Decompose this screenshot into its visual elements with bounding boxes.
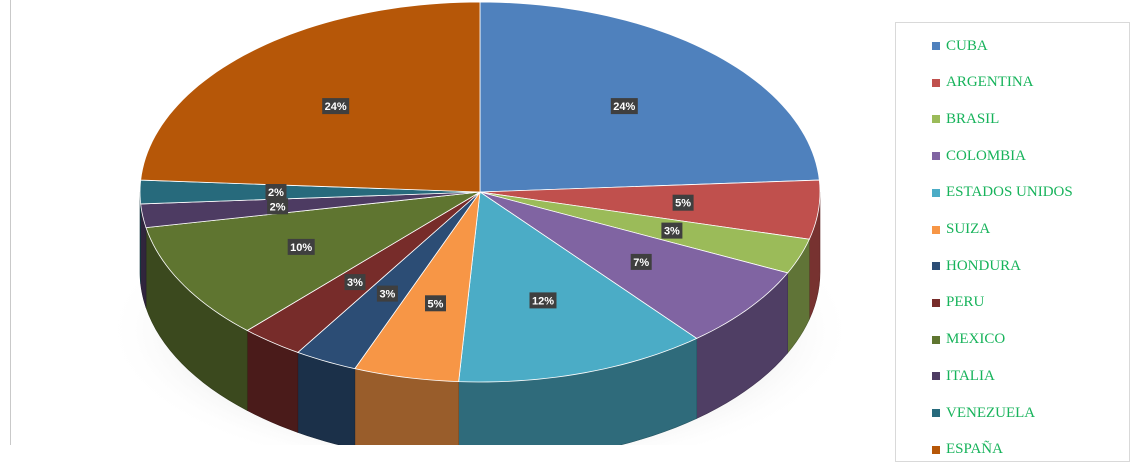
legend-item-hondura: HONDURA (932, 256, 1021, 276)
legend-swatch (932, 335, 940, 344)
data-label-text: 24% (325, 101, 347, 113)
legend-item-brasil: BRASIL (932, 109, 999, 129)
pie-slice-brasil (479, 191, 810, 274)
data-label-text: 3% (347, 277, 363, 289)
pie-slice-espana (140, 1, 481, 193)
data-label-box (287, 238, 315, 255)
data-label-text: 12% (532, 295, 554, 307)
data-label-estados-unidos: 12% (529, 292, 557, 309)
pie-slice-hondura (297, 191, 481, 370)
data-label-mexico: 10% (287, 238, 315, 255)
data-label-box (630, 253, 652, 270)
data-label-peru: 3% (344, 274, 366, 291)
pie-tops (139, 1, 821, 383)
data-label-box (344, 274, 366, 291)
pie-slice-cuba (479, 1, 820, 193)
data-label-box (322, 98, 350, 115)
data-label-text: 7% (633, 257, 649, 269)
legend-item-argentina: ARGENTINA (932, 73, 1034, 93)
legend-item-peru: PERU (932, 293, 984, 313)
chart-frame-edge (0, 0, 11, 445)
data-label-box (425, 295, 446, 312)
legend-item-mexico: MEXICO (932, 330, 1005, 350)
legend-swatch (932, 298, 940, 307)
data-label-box (529, 292, 557, 309)
legend-label: PERU (946, 294, 985, 311)
data-label-argentina: 5% (672, 194, 694, 211)
pie-chart: 24% 5% 3% 7% 12% 5% 3% 3% 10% 2% 2% 24% (105, 1, 855, 445)
data-label-text: 3% (664, 226, 680, 238)
legend-label: ARGENTINA (946, 74, 1034, 91)
legend-item-colombia: COLOMBIA (932, 146, 1026, 166)
pie-slice-argentina (479, 179, 821, 240)
legend-swatch (932, 409, 940, 417)
data-label-cuba: 24% (610, 98, 638, 115)
legend-item-espana: ESPAÑA (932, 440, 1003, 460)
data-label-colombia: 7% (630, 253, 652, 270)
data-label-box (661, 222, 683, 239)
data-label-box (376, 285, 398, 302)
legend-label: CUBA (946, 37, 988, 54)
legend-item-cuba: CUBA (932, 36, 988, 56)
data-label-text: 10% (290, 242, 312, 254)
data-label-venezuela: 2% (265, 184, 287, 200)
legend-swatch (932, 152, 940, 161)
legend-label: ESPAÑA (946, 441, 1003, 458)
legend-swatch (932, 42, 940, 50)
legend-swatch (932, 445, 940, 454)
pie-slice-italia (140, 191, 481, 229)
pie-data-labels: 24% 5% 3% 7% 12% 5% 3% 3% 10% 2% 2% 24% (265, 98, 694, 312)
legend-label: ESTADOS UNIDOS (946, 184, 1073, 201)
legend-swatch (932, 188, 940, 197)
legend-label: BRASIL (946, 110, 1000, 127)
legend-label: SUIZA (946, 221, 991, 237)
legend-swatch (932, 115, 940, 124)
pie-slice-venezuela (139, 179, 481, 205)
chart-legend: CUBA ARGENTINA BRASIL COLOMBIA ESTADOS UNIDO… (895, 22, 1130, 462)
legend-label: VENEZUELA (946, 404, 1036, 421)
pie-slice-estados-unidos (458, 191, 698, 383)
pie-slice-suiza (354, 191, 481, 383)
data-label-hondura: 3% (376, 285, 398, 302)
data-label-text: 24% (613, 101, 635, 113)
data-label-brasil: 3% (661, 222, 683, 239)
legend-item-suiza: SUIZA (932, 220, 990, 240)
legend-swatch (932, 372, 940, 381)
legend-item-italia: ITALIA (932, 366, 995, 386)
legend-label: HONDURA (946, 257, 1021, 274)
legend-item-venezuela: VENEZUELA (932, 403, 1035, 423)
pie-sides (139, 191, 821, 445)
data-label-box (610, 98, 638, 115)
legend-label: ITALIA (946, 367, 995, 384)
data-label-text: 3% (379, 289, 395, 301)
data-label-text: 5% (675, 198, 691, 210)
data-label-box (265, 184, 287, 200)
data-label-italia: 2% (267, 198, 289, 215)
pie-slice-peru (246, 191, 481, 353)
pie-slice-mexico (145, 191, 481, 331)
legend-swatch (932, 225, 940, 234)
legend-swatch (932, 262, 940, 271)
data-label-box (672, 194, 694, 211)
data-label-suiza: 5% (425, 295, 446, 312)
data-label-text: 2% (270, 201, 286, 213)
data-label-espana: 24% (322, 98, 350, 115)
data-label-text: 5% (428, 298, 444, 310)
legend-swatch (932, 78, 940, 87)
legend-label: COLOMBIA (946, 147, 1027, 164)
data-label-text: 2% (268, 187, 284, 199)
legend-label: MEXICO (946, 331, 1006, 348)
legend-item-estados-unidos: ESTADOS UNIDOS (932, 183, 1073, 203)
data-label-box (267, 198, 289, 215)
